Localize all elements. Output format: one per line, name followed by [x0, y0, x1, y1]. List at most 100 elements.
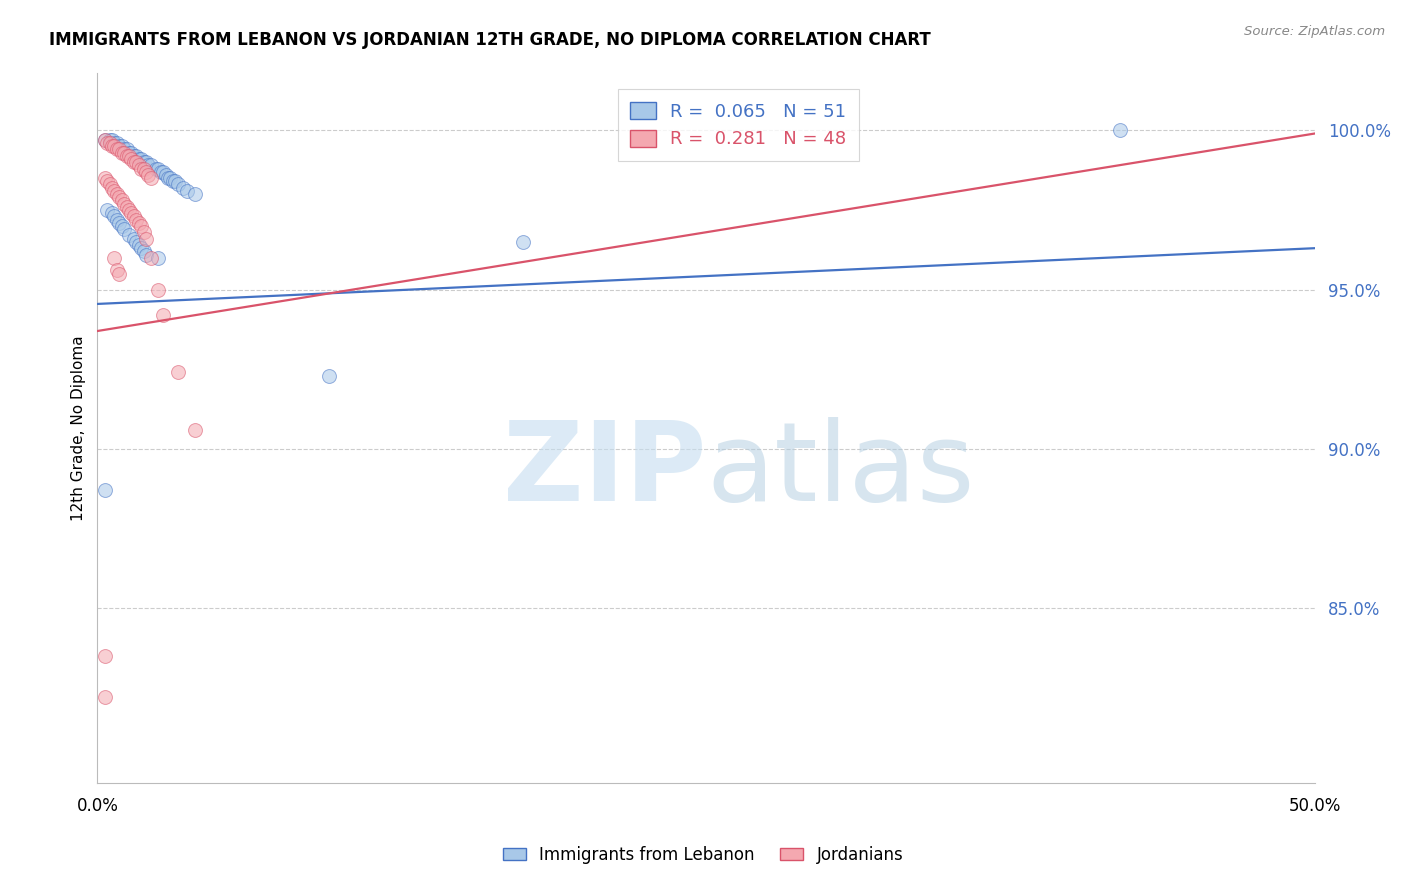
- Point: [135, 247, 157, 261]
- Point: [111, 219, 134, 233]
- Point: [148, 161, 170, 176]
- Point: [111, 145, 134, 160]
- Point: [108, 267, 131, 281]
- Point: [105, 143, 128, 157]
- Point: [148, 251, 170, 265]
- Point: [135, 165, 157, 179]
- Point: [111, 139, 134, 153]
- Point: [115, 149, 138, 163]
- Text: ZIP: ZIP: [503, 417, 706, 524]
- Point: [122, 149, 145, 163]
- Point: [103, 251, 125, 265]
- Point: [115, 200, 138, 214]
- Point: [512, 235, 534, 249]
- Point: [138, 158, 160, 172]
- Text: IMMIGRANTS FROM LEBANON VS JORDANIAN 12TH GRADE, NO DIPLOMA CORRELATION CHART: IMMIGRANTS FROM LEBANON VS JORDANIAN 12T…: [49, 31, 931, 49]
- Point: [125, 212, 148, 227]
- Y-axis label: 12th Grade, No Diploma: 12th Grade, No Diploma: [72, 335, 86, 521]
- Point: [93, 133, 115, 147]
- Point: [145, 161, 167, 176]
- Point: [103, 139, 125, 153]
- Point: [112, 222, 135, 236]
- Point: [93, 690, 115, 705]
- Point: [176, 184, 198, 198]
- Point: [120, 152, 142, 166]
- Point: [96, 174, 118, 188]
- Point: [98, 178, 121, 192]
- Point: [105, 263, 128, 277]
- Point: [108, 143, 131, 157]
- Point: [128, 216, 150, 230]
- Point: [139, 158, 162, 172]
- Point: [166, 366, 188, 380]
- Point: [125, 235, 148, 249]
- Point: [105, 187, 128, 202]
- Point: [138, 168, 160, 182]
- Point: [101, 139, 124, 153]
- Point: [105, 212, 128, 227]
- Point: [118, 145, 141, 160]
- Point: [128, 152, 150, 166]
- Legend: R =  0.065   N = 51, R =  0.281   N = 48: R = 0.065 N = 51, R = 0.281 N = 48: [617, 89, 859, 161]
- Point: [184, 187, 207, 202]
- Point: [149, 165, 172, 179]
- Point: [96, 202, 118, 217]
- Point: [120, 206, 142, 220]
- Point: [128, 158, 150, 172]
- Point: [101, 206, 124, 220]
- Point: [129, 152, 152, 166]
- Point: [122, 232, 145, 246]
- Point: [162, 174, 184, 188]
- Point: [118, 202, 141, 217]
- Point: [112, 145, 135, 160]
- Point: [128, 238, 150, 252]
- Point: [132, 225, 155, 239]
- Point: [156, 171, 179, 186]
- Point: [115, 143, 138, 157]
- Point: [1109, 123, 1132, 137]
- Point: [118, 228, 141, 243]
- Point: [135, 155, 157, 169]
- Legend: Immigrants from Lebanon, Jordanians: Immigrants from Lebanon, Jordanians: [496, 839, 910, 871]
- Point: [93, 133, 115, 147]
- Point: [125, 149, 148, 163]
- Point: [93, 171, 115, 186]
- Point: [166, 178, 188, 192]
- Text: Source: ZipAtlas.com: Source: ZipAtlas.com: [1244, 25, 1385, 38]
- Point: [122, 155, 145, 169]
- Point: [159, 171, 181, 186]
- Point: [120, 145, 142, 160]
- Point: [129, 219, 152, 233]
- Point: [111, 194, 134, 208]
- Point: [101, 180, 124, 194]
- Point: [105, 136, 128, 150]
- Point: [129, 161, 152, 176]
- Point: [101, 133, 124, 147]
- Point: [152, 308, 174, 322]
- Point: [122, 210, 145, 224]
- Point: [129, 241, 152, 255]
- Point: [172, 180, 194, 194]
- Point: [108, 139, 131, 153]
- Point: [108, 216, 131, 230]
- Point: [318, 368, 340, 383]
- Point: [132, 161, 155, 176]
- Point: [135, 232, 157, 246]
- Point: [96, 136, 118, 150]
- Point: [148, 283, 170, 297]
- Point: [93, 648, 115, 663]
- Point: [165, 174, 187, 188]
- Point: [152, 165, 174, 179]
- Point: [125, 155, 148, 169]
- Text: atlas: atlas: [706, 417, 974, 524]
- Point: [103, 136, 125, 150]
- Point: [184, 423, 207, 437]
- Point: [93, 483, 115, 498]
- Point: [98, 133, 121, 147]
- Point: [132, 244, 155, 259]
- Point: [139, 171, 162, 186]
- Point: [108, 190, 131, 204]
- Point: [139, 251, 162, 265]
- Point: [112, 196, 135, 211]
- Point: [103, 210, 125, 224]
